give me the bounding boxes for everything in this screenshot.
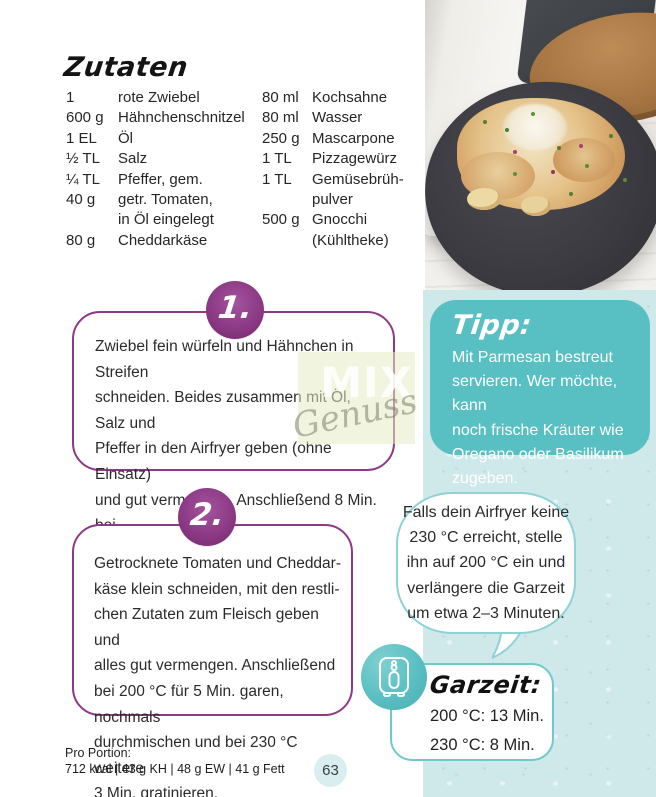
ingredient: Gnocchi [312,211,368,229]
qty: 80 ml [262,109,299,127]
ingredient: Öl [118,129,133,147]
ingredient: Salz [118,150,148,168]
ingredient: Wasser [312,109,363,127]
cooking-time-heading: Garzeit: [428,671,544,699]
ingredient: Kochsahne [312,89,388,106]
qty [66,210,118,230]
ingredients-heading: Zutaten [62,52,190,83]
ingredient: rote Zwiebel [118,89,200,106]
qty: 80 g [66,231,96,249]
tip-heading: Tipp: [450,310,534,341]
ingredient: Hähnchenschnitzel [118,109,245,127]
qty: 250 g [262,129,300,147]
nutrition-values: 712 kcal | 43 g KH | 48 g EW | 41 g Fett [65,762,285,776]
qty [262,190,312,210]
step-2-badge: 2. [178,488,236,546]
ingredients-table: 1 rote Zwiebel 80 ml Kochsahne 600 g Hähnche… [66,88,404,251]
cooking-time-values: 200 °C: 13 Min. 230 °C: 8 Min. [430,707,544,754]
tip-text: Mit Parmesan bestreut servieren. Wer möc… [452,349,624,488]
qty: 1 EL [66,129,97,147]
ingredient: in Öl eingelegt [118,211,214,229]
qty: 40 g [66,190,96,208]
qty: ½ TL [66,150,100,168]
qty: 1 [66,89,75,106]
step-1-badge: 1. [206,281,264,339]
ingredient: Gemüsebrüh- [312,170,404,188]
ingredient: Pfeffer, gem. [118,170,203,188]
airfryer-icon [379,657,409,697]
speech-bubble: Falls dein Airfryer keine 230 °C erreich… [396,492,576,634]
qty: 1 TL [262,150,292,168]
qty: 500 g [262,211,300,229]
ingredient: Pizzagewürz [312,150,398,168]
herb-garnish-dots [483,120,487,124]
step-1-number: 1. [215,289,255,326]
qty: 80 ml [262,89,299,106]
ingredient: Mascarpone [312,129,395,147]
nutrition-info: Pro Portion: 712 kcal | 43 g KH | 48 g E… [65,745,285,777]
parmesan-topping-shape [503,104,567,150]
step-2-instructions: Getrocknete Tomaten und Cheddar- käse kl… [72,524,353,797]
ingredient: pulver [312,190,353,208]
qty: ¼ TL [66,170,100,188]
ingredient: (Kühltheke) [312,231,389,249]
qty: 1 TL [262,170,292,188]
tip-box: Tipp: Mit Parmesan bestreut servieren. W… [430,300,650,487]
step-2-number: 2. [187,496,227,533]
ingredient: getr. Tomaten, [118,190,213,208]
ingredient: Cheddarkäse [118,231,208,249]
airfryer-badge [361,644,427,710]
nutrition-label: Pro Portion: [65,746,132,760]
page-number: 63 [314,754,347,787]
qty [262,231,312,251]
qty: 600 g [66,109,104,127]
recipe-photo [425,0,656,293]
